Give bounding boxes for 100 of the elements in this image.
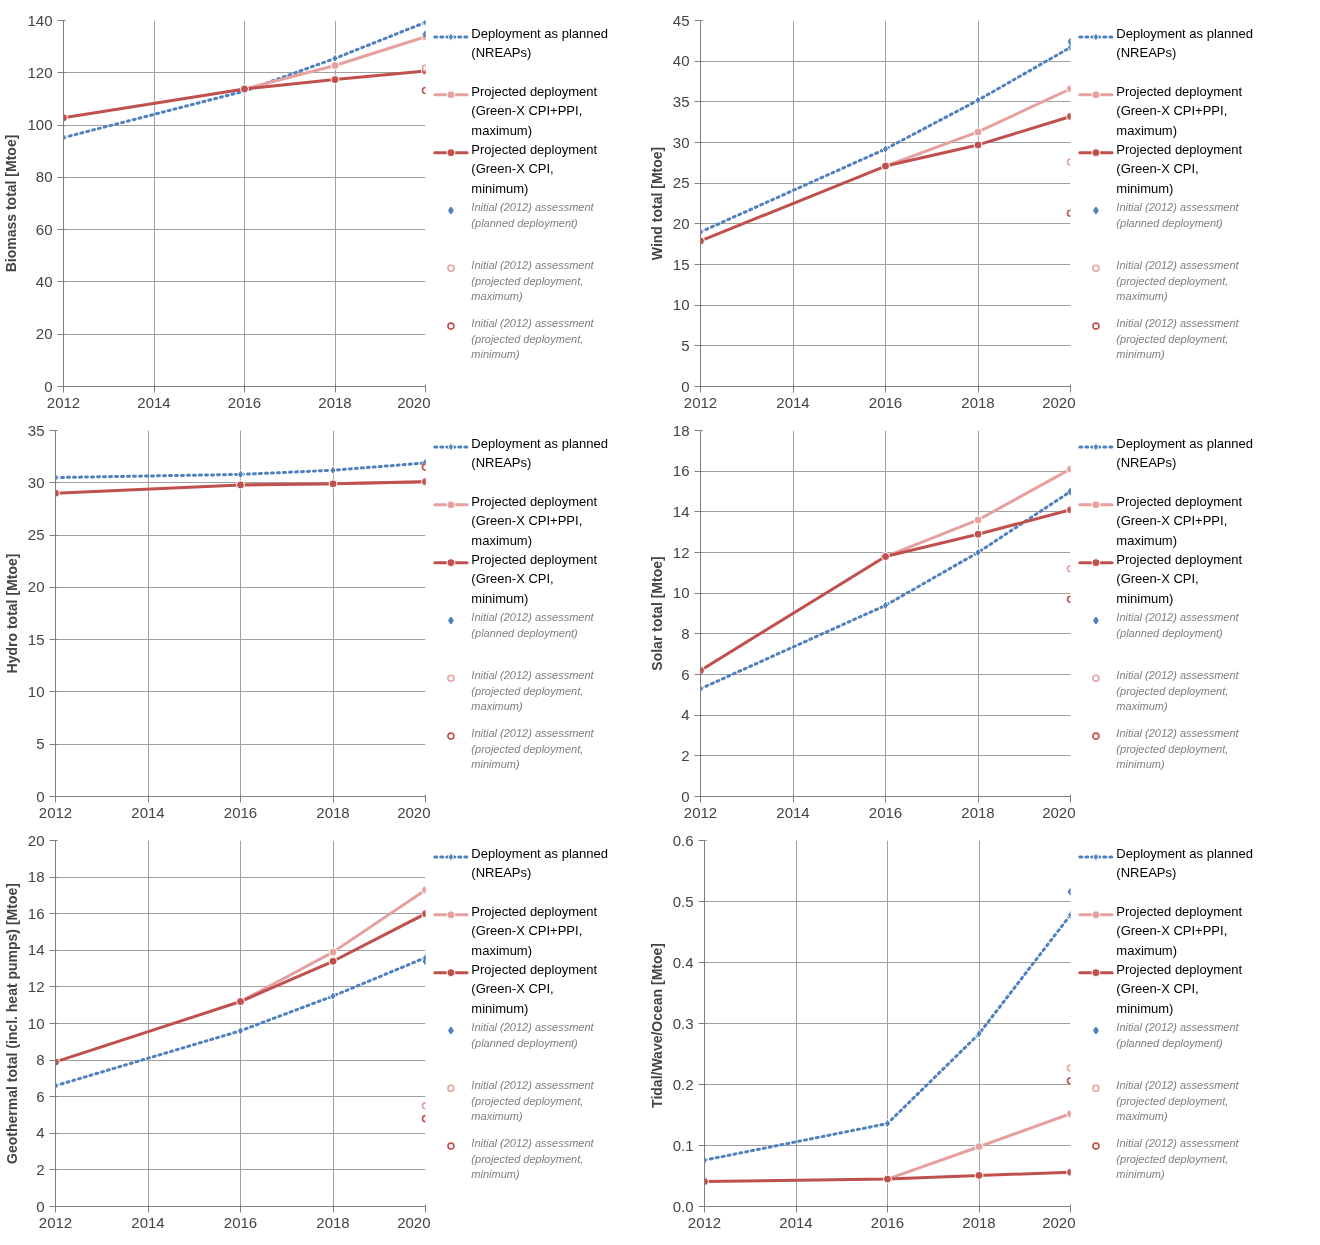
y-tick-label: 0 (681, 787, 690, 805)
x-tick-label: 2012 (46, 393, 81, 411)
y-tick-label: 0.6 (672, 831, 694, 849)
y-tick-label: 15 (27, 630, 45, 648)
y-axis-title: Biomass total [Mtoe] (3, 134, 20, 273)
x-tick-label: 2020 (1042, 393, 1076, 411)
legend-label: Projected deployment (Green-X CPI+PPI, maximum) (471, 903, 598, 958)
legend-label: Initial (2012) assessment (projected deployment, minimum) (1116, 1136, 1240, 1181)
legend-label: Initial (2012) assessment (projected deployment, maximum) (1116, 669, 1240, 713)
y-tick-label: 0 (36, 787, 45, 805)
legend-label: Projected deployment (Green-X CPI, minimum) (1116, 551, 1243, 606)
x-tick-label: 2014 (776, 803, 810, 821)
y-axis-title: Tidal/Wave/Ocean [Mtoe] (648, 942, 665, 1108)
x-tick-label: 2014 (137, 393, 171, 411)
x-tick-label: 2012 (683, 803, 718, 821)
y-tick-label: 16 (27, 904, 45, 922)
legend-label: Projected deployment (Green-X CPI+PPI, maximum) (471, 83, 598, 138)
legend-label: Initial (2012) assessment (planned deployment) (1116, 1021, 1240, 1049)
y-tick-label: 120 (27, 63, 53, 81)
x-tick-label: 2012 (683, 393, 718, 411)
y-tick-label: 10 (672, 584, 690, 602)
x-tick-label: 2016 (868, 393, 903, 411)
legend-label: Projected deployment (Green-X CPI, minimum) (471, 961, 598, 1016)
legend-label: Initial (2012) assessment (planned deployment) (471, 1021, 595, 1049)
legend-label: Projected deployment (Green-X CPI+PPI, maximum) (1116, 903, 1243, 958)
y-tick-label: 0.5 (672, 892, 694, 910)
y-tick-label: 30 (27, 473, 45, 491)
y-tick-label: 100 (27, 116, 53, 134)
x-tick-label: 2018 (316, 1213, 350, 1231)
y-tick-label: 30 (672, 133, 690, 151)
y-axis-title: Wind total [Mtoe] (648, 146, 665, 261)
y-tick-label: 6 (36, 1087, 45, 1105)
y-tick-label: 18 (27, 868, 45, 886)
x-tick-label: 2020 (1042, 1213, 1076, 1231)
y-tick-label: 0 (44, 377, 53, 395)
x-tick-label: 2014 (779, 1213, 813, 1231)
y-axis-title: Hydro total [Mtoe] (3, 553, 20, 674)
x-tick-label: 2020 (397, 803, 431, 821)
legend-label: Projected deployment (Green-X CPI, minimum) (1116, 961, 1243, 1016)
y-tick-label: 6 (681, 665, 690, 683)
y-tick-label: 0 (681, 377, 690, 395)
y-tick-label: 20 (27, 578, 45, 596)
x-tick-label: 2014 (776, 393, 810, 411)
x-tick-label: 2014 (131, 1213, 165, 1231)
y-tick-label: 35 (672, 92, 690, 110)
y-tick-label: 10 (27, 682, 45, 700)
legend-label: Projected deployment (Green-X CPI+PPI, maximum) (1116, 493, 1243, 548)
legend-label: Deployment as planned (NREAPs) (1116, 845, 1253, 881)
y-tick-label: 14 (672, 502, 690, 520)
x-tick-label: 2016 (223, 803, 258, 821)
y-tick-label: 25 (672, 174, 690, 192)
y-tick-label: 20 (35, 325, 53, 343)
y-tick-label: 12 (672, 543, 690, 561)
y-tick-label: 15 (672, 255, 690, 273)
legend-label: Initial (2012) assessment (planned deployment) (1116, 611, 1240, 639)
legend-label: Initial (2012) assessment (projected deployment, minimum) (1116, 726, 1240, 771)
legend-label: Initial (2012) assessment (projected deployment, minimum) (1116, 316, 1240, 361)
y-tick-label: 35 (27, 421, 45, 439)
legend-label: Projected deployment (Green-X CPI, minimum) (471, 141, 598, 196)
x-tick-label: 2018 (318, 393, 352, 411)
x-tick-label: 2016 (870, 1213, 905, 1231)
legend-label: Initial (2012) assessment (projected deployment, maximum) (471, 1079, 595, 1123)
y-tick-label: 60 (35, 220, 53, 238)
y-tick-label: 16 (672, 462, 690, 480)
x-tick-label: 2020 (397, 1213, 431, 1231)
legend-label: Initial (2012) assessment (projected deployment, maximum) (1116, 259, 1240, 303)
y-tick-label: 5 (36, 735, 45, 753)
legend-label: Projected deployment (Green-X CPI+PPI, maximum) (471, 493, 598, 548)
x-tick-label: 2020 (1042, 803, 1076, 821)
legend-label: Initial (2012) assessment (planned deployment) (471, 611, 595, 639)
y-tick-label: 0 (36, 1197, 45, 1215)
x-tick-label: 2020 (397, 393, 431, 411)
y-tick-label: 40 (35, 272, 53, 290)
y-tick-label: 0.2 (672, 1075, 694, 1093)
y-tick-label: 12 (27, 977, 45, 995)
y-axis-title: Solar total [Mtoe] (648, 556, 665, 671)
y-tick-label: 40 (672, 52, 690, 70)
legend-label: Initial (2012) assessment (projected deployment, minimum) (471, 316, 595, 361)
x-tick-label: 2016 (227, 393, 262, 411)
x-tick-label: 2018 (962, 1213, 996, 1231)
legend-label: Projected deployment (Green-X CPI, minimum) (471, 551, 598, 606)
legend-label: Initial (2012) assessment (projected deployment, minimum) (471, 726, 595, 771)
y-axis-title: Geothermal total (incl. heat pumps) [Mtoe] (3, 883, 20, 1164)
y-tick-label: 0.0 (672, 1197, 694, 1215)
y-tick-label: 18 (672, 421, 690, 439)
y-tick-label: 140 (27, 11, 53, 29)
legend-label: Deployment as planned (NREAPs) (471, 25, 608, 61)
y-tick-label: 0.1 (672, 1136, 694, 1154)
y-tick-label: 45 (672, 11, 690, 29)
x-tick-label: 2018 (961, 393, 995, 411)
y-tick-label: 0.4 (672, 953, 694, 971)
legend-label: Projected deployment (Green-X CPI, minimum) (1116, 141, 1243, 196)
legend-label: Deployment as planned (NREAPs) (1116, 25, 1253, 61)
legend-label: Initial (2012) assessment (projected deployment, minimum) (471, 1136, 595, 1181)
legend-label: Initial (2012) assessment (planned deployment) (471, 201, 595, 229)
y-tick-label: 8 (681, 624, 690, 642)
legend-label: Deployment as planned (NREAPs) (471, 845, 608, 881)
legend-label: Initial (2012) assessment (planned deployment) (1116, 201, 1240, 229)
y-tick-label: 4 (681, 706, 690, 724)
legend-label: Projected deployment (Green-X CPI+PPI, maximum) (1116, 83, 1243, 138)
